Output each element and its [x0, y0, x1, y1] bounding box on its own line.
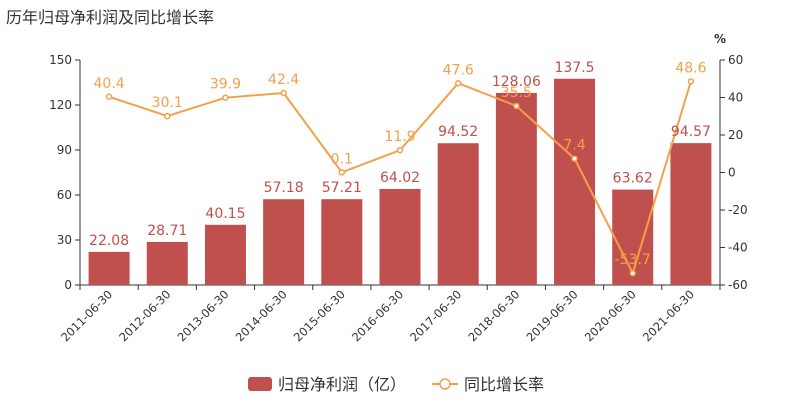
y-left-tick-label: 120 — [49, 98, 72, 112]
y-left-tick-label: 150 — [49, 53, 72, 67]
y-right-tick-label: -60 — [728, 278, 748, 292]
x-tick-label: 2014-06-30 — [233, 287, 290, 344]
x-tick-label: 2019-06-30 — [524, 287, 581, 344]
line-value-label: 42.4 — [268, 72, 299, 88]
legend-line-marker — [439, 378, 451, 390]
bar-value-label: 40.15 — [205, 206, 245, 222]
line-point — [687, 78, 695, 85]
y-right-tick-label: 0 — [728, 166, 736, 180]
x-tick-label: 2011-06-30 — [58, 287, 115, 344]
bar — [379, 188, 421, 285]
bar-value-label: 137.5 — [554, 60, 594, 76]
legend-bar-label: 归母净利润（亿） — [278, 375, 406, 394]
bar — [612, 189, 654, 285]
bar — [146, 241, 188, 285]
bar-value-label: 63.62 — [613, 171, 653, 187]
line-value-label: 30.1 — [152, 95, 183, 111]
line-value-label: 11.9 — [384, 129, 415, 145]
y-right-tick-label: 40 — [728, 91, 743, 105]
y-right-tick-label: -40 — [728, 241, 748, 255]
bar-value-label: 22.08 — [89, 233, 129, 249]
x-tick-label: 2015-06-30 — [291, 287, 348, 344]
line-point — [105, 93, 113, 100]
legend-bar-swatch — [248, 377, 272, 391]
bar-value-label: 64.02 — [380, 170, 420, 186]
x-tick-label: 2017-06-30 — [407, 287, 464, 344]
bar-value-label: 94.57 — [671, 124, 711, 140]
bar — [554, 78, 596, 285]
x-tick-label: 2018-06-30 — [465, 287, 522, 344]
legend-line-label: 同比增长率 — [464, 375, 544, 394]
line-point — [280, 89, 287, 97]
line-point — [222, 94, 229, 101]
line-point — [454, 80, 462, 87]
bar-value-label: 128.06 — [492, 74, 541, 90]
x-tick-label: 2012-06-30 — [116, 287, 173, 344]
x-tick-label: 2021-06-30 — [640, 287, 697, 344]
x-tick-label: 2020-06-30 — [582, 287, 639, 344]
bar — [670, 143, 712, 285]
line-value-label: 35.5 — [501, 85, 532, 101]
y-left-tick-label: 0 — [64, 278, 72, 292]
y-left-tick-label: 60 — [57, 188, 72, 202]
y-right-tick-label: -20 — [728, 203, 748, 217]
line-value-label: 39.9 — [210, 77, 241, 93]
line-point — [629, 269, 636, 277]
line-value-label: 0.1 — [331, 151, 353, 167]
y-left-tick-label: 30 — [57, 233, 72, 247]
line-point — [571, 155, 578, 162]
y-right-unit-label: % — [714, 32, 726, 46]
bar — [204, 224, 246, 285]
bar-value-label: 28.71 — [147, 223, 187, 239]
y-left-tick-label: 90 — [57, 143, 72, 157]
bar-value-label: 94.52 — [438, 124, 478, 140]
bar-value-label: 57.21 — [322, 180, 362, 196]
line-value-label: 40.4 — [94, 76, 125, 92]
line-value-label: 48.6 — [675, 60, 706, 76]
y-right-tick-label: 60 — [728, 53, 743, 67]
line-point — [396, 146, 404, 154]
line-point — [338, 169, 346, 176]
chart-title: 历年归母净利润及同比增长率 — [6, 8, 215, 27]
line-point — [513, 102, 520, 110]
bar — [321, 199, 363, 285]
line-point — [164, 112, 171, 120]
bar — [437, 143, 479, 285]
line-value-label: 47.6 — [443, 62, 474, 78]
x-tick-label: 2016-06-30 — [349, 287, 406, 344]
bar — [88, 251, 130, 285]
y-right-tick-label: 20 — [728, 128, 743, 142]
bar — [263, 199, 305, 285]
bar — [495, 92, 537, 285]
bar-value-label: 57.18 — [264, 180, 304, 196]
x-tick-label: 2013-06-30 — [174, 287, 231, 344]
line-value-label: 7.4 — [563, 138, 585, 154]
line-value-label: -53.7 — [615, 252, 651, 268]
